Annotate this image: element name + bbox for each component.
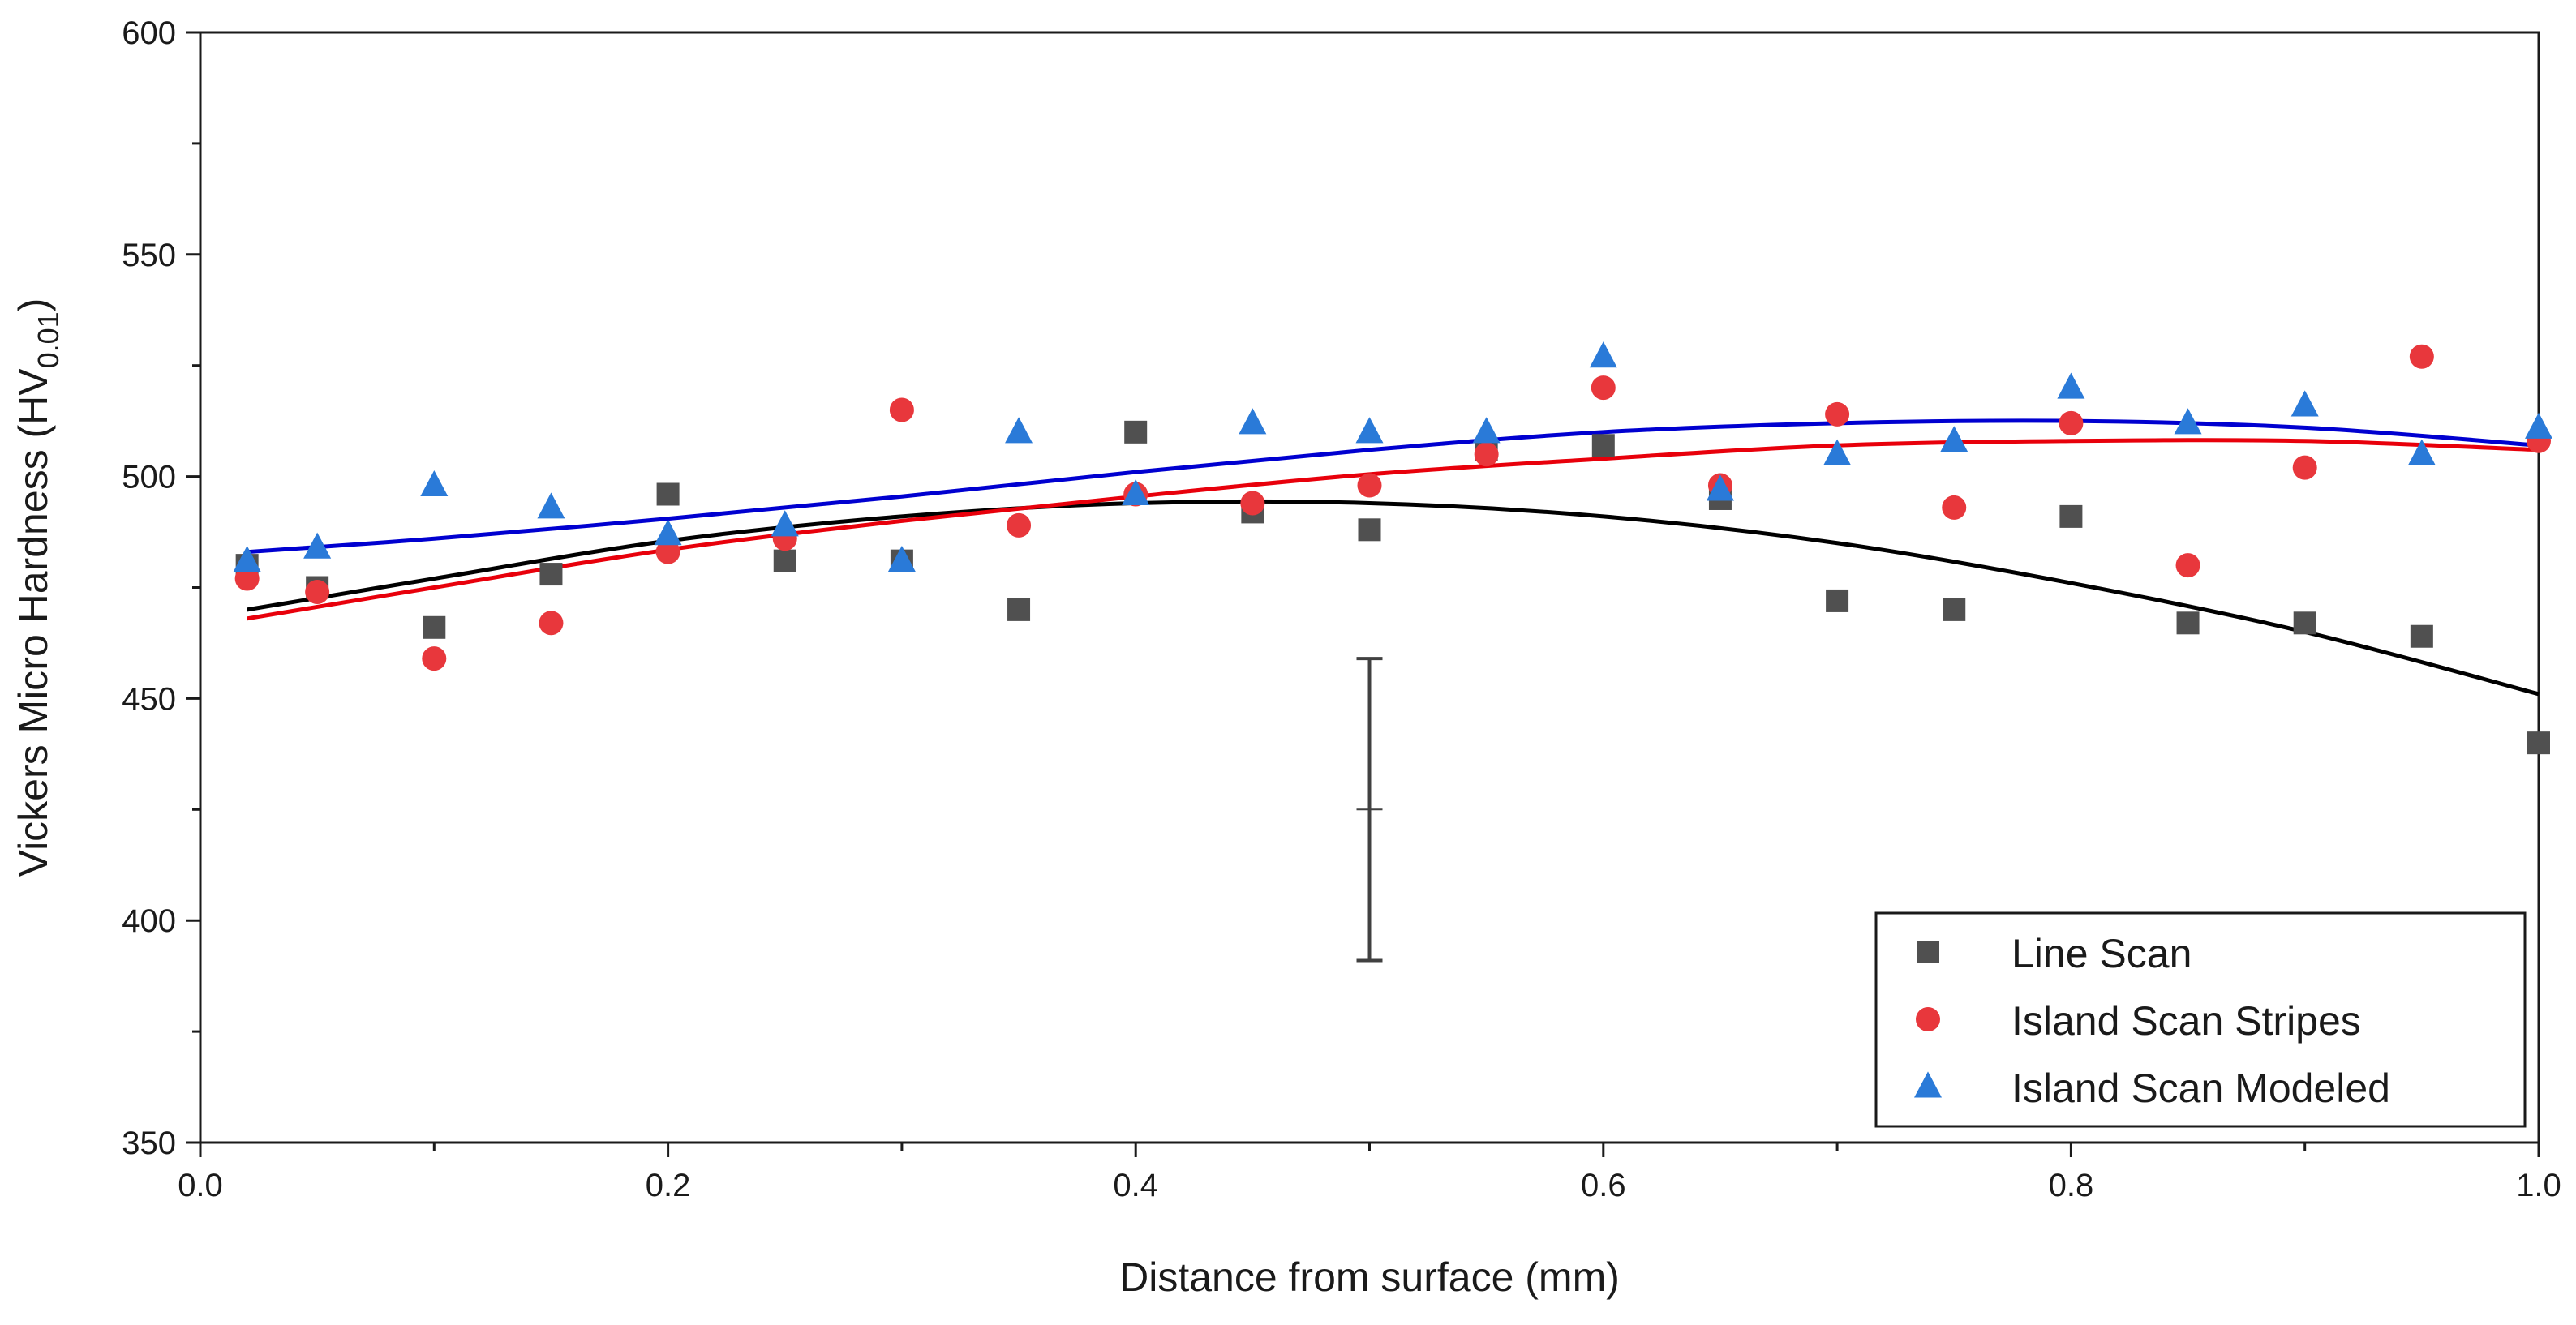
data-point bbox=[1940, 426, 1968, 452]
y-axis-title-main: Vickers Micro Hardness (HV bbox=[11, 368, 56, 877]
data-point bbox=[2293, 611, 2316, 635]
legend-marker bbox=[1916, 1007, 1940, 1031]
x-tick-label: 1.0 bbox=[2516, 1168, 2561, 1203]
fit-line bbox=[247, 418, 2540, 555]
error-bar bbox=[1356, 657, 1383, 963]
data-point bbox=[2409, 344, 2434, 369]
y-tick-label: 550 bbox=[122, 238, 176, 273]
y-tick-label: 350 bbox=[122, 1126, 176, 1161]
legend-label: Island Scan Stripes bbox=[2011, 998, 2361, 1044]
legend-box bbox=[1874, 911, 2527, 1128]
x-axis-title: Distance from surface (mm) bbox=[1119, 1254, 1620, 1300]
data-point bbox=[539, 611, 564, 636]
data-point bbox=[887, 546, 916, 572]
y-tick-label: 600 bbox=[122, 15, 176, 51]
y-tick-label: 400 bbox=[122, 903, 176, 939]
data-point bbox=[654, 519, 682, 546]
data-point bbox=[2527, 731, 2550, 755]
legend-label: Line Scan bbox=[2011, 931, 2192, 976]
data-point bbox=[1124, 420, 1148, 444]
data-point bbox=[1942, 495, 1967, 520]
data-point bbox=[2410, 624, 2433, 648]
data-point bbox=[1355, 417, 1384, 444]
data-point bbox=[889, 397, 914, 422]
x-tick-label: 0.6 bbox=[1581, 1168, 1626, 1203]
axes: 0.0 0.2 0.4 0.6 0.8 1.0 350 400 450 500 550 600 bbox=[122, 15, 2561, 1203]
data-point bbox=[303, 532, 332, 559]
data-point bbox=[537, 492, 565, 519]
data-point bbox=[2175, 553, 2200, 578]
data-point bbox=[1825, 401, 1850, 427]
data-point bbox=[771, 510, 799, 537]
data-point bbox=[2525, 412, 2552, 439]
data-point bbox=[423, 615, 446, 639]
data-point bbox=[1591, 434, 1615, 457]
data-point bbox=[422, 646, 447, 671]
legend-marker bbox=[1917, 941, 1939, 963]
data-point bbox=[1943, 598, 1966, 621]
data-point bbox=[1007, 512, 1032, 538]
data-point bbox=[1007, 598, 1031, 621]
data-point bbox=[773, 549, 796, 572]
data-point bbox=[2290, 390, 2319, 417]
data-point bbox=[233, 546, 261, 572]
x-tick-label: 0.4 bbox=[1113, 1168, 1158, 1203]
data-point bbox=[2059, 504, 2083, 528]
data-point bbox=[1357, 473, 1382, 498]
data-point bbox=[2059, 410, 2084, 435]
data-point bbox=[539, 563, 563, 586]
x-tick-label: 0.8 bbox=[2049, 1168, 2094, 1203]
legend-marker bbox=[1914, 1071, 1942, 1098]
fit-line bbox=[247, 499, 2540, 697]
data-point bbox=[2176, 611, 2200, 635]
data-point bbox=[1474, 442, 1499, 467]
legend-label: Island Scan Modeled bbox=[2011, 1066, 2390, 1111]
y-tick-label: 500 bbox=[122, 460, 176, 495]
data-point bbox=[420, 470, 449, 497]
data-point bbox=[2174, 408, 2202, 435]
y-axis-title-close: ) bbox=[11, 298, 56, 312]
data-point bbox=[656, 482, 680, 506]
data-point bbox=[1358, 518, 1381, 542]
y-tick-label: 450 bbox=[122, 681, 176, 717]
x-tick-label: 0.0 bbox=[178, 1168, 223, 1203]
fit-lines bbox=[247, 418, 2540, 697]
data-point bbox=[1589, 341, 1617, 368]
data-point bbox=[1240, 491, 1265, 516]
data-point bbox=[1472, 417, 1501, 444]
data-point bbox=[305, 579, 330, 604]
data-point bbox=[1823, 439, 1852, 465]
data-marks bbox=[233, 341, 2552, 755]
data-point bbox=[1005, 417, 1033, 444]
legend: Line Scan Island Scan Stripes Island Scan … bbox=[1874, 911, 2527, 1128]
data-point bbox=[1591, 375, 1616, 401]
data-point bbox=[2057, 372, 2085, 399]
data-point bbox=[234, 566, 260, 591]
data-point bbox=[1826, 589, 1849, 612]
data-point bbox=[655, 539, 680, 564]
data-point bbox=[1239, 408, 1267, 435]
data-point bbox=[1706, 474, 1734, 501]
y-axis-title: Vickers Micro Hardness (HV0.01) bbox=[11, 298, 65, 877]
data-point bbox=[2407, 439, 2436, 465]
data-point bbox=[1122, 478, 1150, 506]
y-axis-title-subscript: 0.01 bbox=[32, 311, 65, 368]
x-tick-label: 0.2 bbox=[646, 1168, 691, 1203]
data-point bbox=[2292, 455, 2317, 480]
fit-line bbox=[247, 438, 2540, 621]
